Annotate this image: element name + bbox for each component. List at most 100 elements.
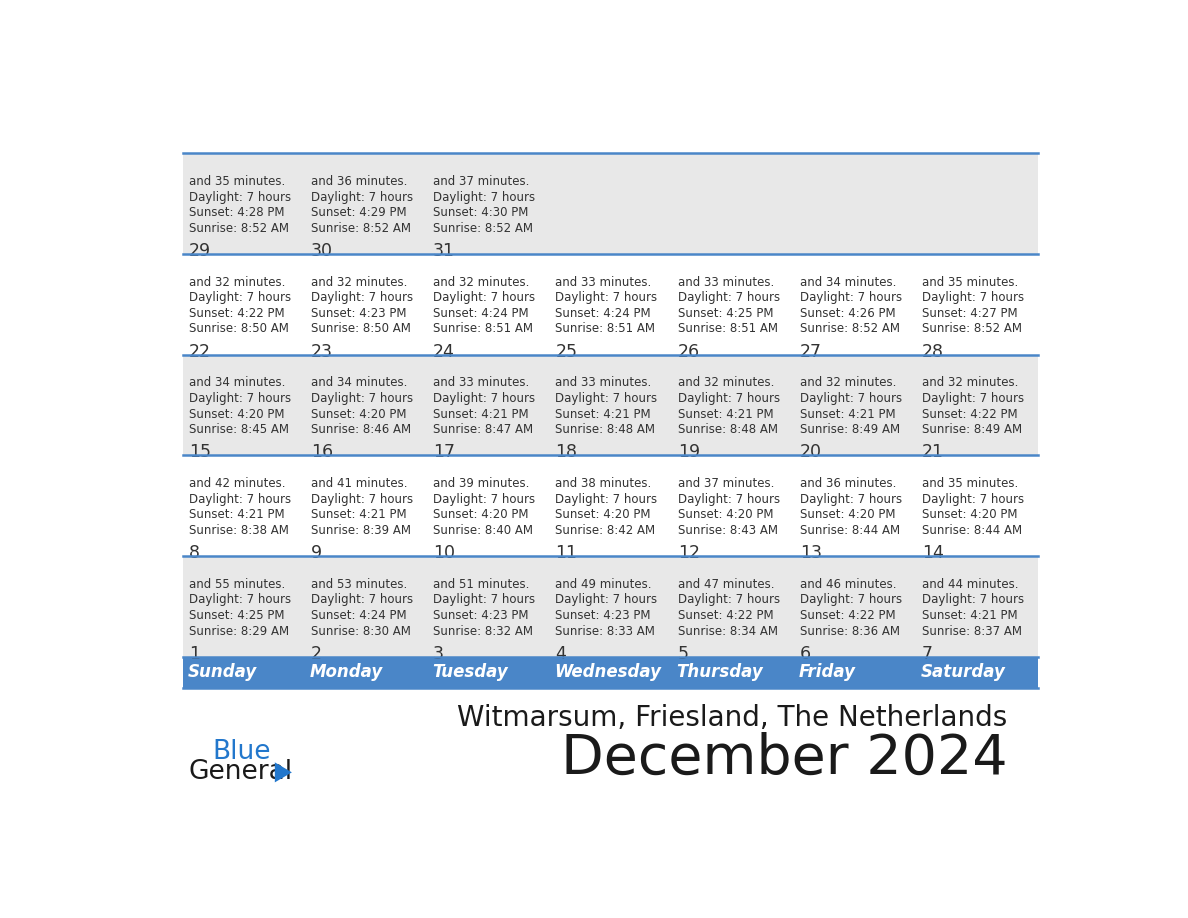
Text: Daylight: 7 hours: Daylight: 7 hours: [677, 593, 779, 607]
Text: and 34 minutes.: and 34 minutes.: [311, 376, 407, 389]
Text: Daylight: 7 hours: Daylight: 7 hours: [556, 493, 657, 506]
Text: Sunrise: 8:37 AM: Sunrise: 8:37 AM: [922, 624, 1022, 638]
Text: 29: 29: [189, 242, 210, 260]
Text: Sunset: 4:29 PM: Sunset: 4:29 PM: [311, 207, 406, 219]
Text: Sunrise: 8:49 AM: Sunrise: 8:49 AM: [922, 423, 1022, 436]
Text: Daylight: 7 hours: Daylight: 7 hours: [311, 191, 413, 204]
Text: Sunrise: 8:48 AM: Sunrise: 8:48 AM: [556, 423, 656, 436]
Text: Sunset: 4:27 PM: Sunset: 4:27 PM: [922, 307, 1018, 319]
Text: Sunset: 4:22 PM: Sunset: 4:22 PM: [922, 408, 1018, 420]
Text: Sunset: 4:21 PM: Sunset: 4:21 PM: [311, 509, 406, 521]
Text: Sunrise: 8:51 AM: Sunrise: 8:51 AM: [677, 322, 778, 335]
Text: 26: 26: [677, 342, 700, 361]
Text: Sunrise: 8:50 AM: Sunrise: 8:50 AM: [311, 322, 411, 335]
Text: and 44 minutes.: and 44 minutes.: [922, 577, 1018, 591]
Text: Monday: Monday: [310, 664, 383, 681]
Text: 12: 12: [677, 544, 700, 562]
Text: Sunset: 4:21 PM: Sunset: 4:21 PM: [434, 408, 529, 420]
Text: Daylight: 7 hours: Daylight: 7 hours: [800, 291, 902, 304]
Text: Sunrise: 8:45 AM: Sunrise: 8:45 AM: [189, 423, 289, 436]
Text: Sunrise: 8:39 AM: Sunrise: 8:39 AM: [311, 524, 411, 537]
Text: 21: 21: [922, 443, 944, 462]
Text: Daylight: 7 hours: Daylight: 7 hours: [800, 493, 902, 506]
Text: Wednesday: Wednesday: [554, 664, 662, 681]
Text: Daylight: 7 hours: Daylight: 7 hours: [434, 191, 536, 204]
Text: Sunrise: 8:38 AM: Sunrise: 8:38 AM: [189, 524, 289, 537]
Text: Sunset: 4:24 PM: Sunset: 4:24 PM: [556, 307, 651, 319]
Text: Sunset: 4:28 PM: Sunset: 4:28 PM: [189, 207, 284, 219]
Text: Sunset: 4:25 PM: Sunset: 4:25 PM: [189, 609, 284, 622]
Text: 9: 9: [311, 544, 322, 562]
Text: Sunrise: 8:42 AM: Sunrise: 8:42 AM: [556, 524, 656, 537]
Bar: [183, 153, 1038, 254]
Text: 30: 30: [311, 242, 333, 260]
Bar: [183, 657, 1038, 688]
Text: Sunset: 4:21 PM: Sunset: 4:21 PM: [677, 408, 773, 420]
Text: Sunset: 4:26 PM: Sunset: 4:26 PM: [800, 307, 896, 319]
Text: Sunset: 4:20 PM: Sunset: 4:20 PM: [922, 509, 1018, 521]
Text: Daylight: 7 hours: Daylight: 7 hours: [434, 493, 536, 506]
Text: December 2024: December 2024: [561, 733, 1007, 787]
Text: Daylight: 7 hours: Daylight: 7 hours: [677, 392, 779, 405]
Text: and 33 minutes.: and 33 minutes.: [556, 275, 652, 288]
Text: 5: 5: [677, 644, 689, 663]
Text: Sunrise: 8:46 AM: Sunrise: 8:46 AM: [311, 423, 411, 436]
Text: and 41 minutes.: and 41 minutes.: [311, 477, 407, 490]
Text: 22: 22: [189, 342, 210, 361]
Text: 6: 6: [800, 644, 811, 663]
Text: Daylight: 7 hours: Daylight: 7 hours: [434, 291, 536, 304]
Text: Sunset: 4:21 PM: Sunset: 4:21 PM: [922, 609, 1018, 622]
Text: Daylight: 7 hours: Daylight: 7 hours: [800, 392, 902, 405]
Text: Sunrise: 8:30 AM: Sunrise: 8:30 AM: [311, 624, 411, 638]
Text: Sunset: 4:20 PM: Sunset: 4:20 PM: [677, 509, 773, 521]
Text: Daylight: 7 hours: Daylight: 7 hours: [189, 191, 291, 204]
Text: Daylight: 7 hours: Daylight: 7 hours: [922, 291, 1024, 304]
Text: Blue: Blue: [211, 739, 271, 766]
Text: and 47 minutes.: and 47 minutes.: [677, 577, 775, 591]
Text: Daylight: 7 hours: Daylight: 7 hours: [189, 291, 291, 304]
Text: 16: 16: [311, 443, 333, 462]
Text: Daylight: 7 hours: Daylight: 7 hours: [922, 493, 1024, 506]
Text: Daylight: 7 hours: Daylight: 7 hours: [800, 593, 902, 607]
Text: Sunrise: 8:29 AM: Sunrise: 8:29 AM: [189, 624, 289, 638]
Text: and 33 minutes.: and 33 minutes.: [434, 376, 530, 389]
Text: 31: 31: [434, 242, 455, 260]
Text: Sunrise: 8:47 AM: Sunrise: 8:47 AM: [434, 423, 533, 436]
Text: Daylight: 7 hours: Daylight: 7 hours: [311, 392, 413, 405]
Text: 3: 3: [434, 644, 444, 663]
Text: Sunrise: 8:48 AM: Sunrise: 8:48 AM: [677, 423, 778, 436]
Text: and 35 minutes.: and 35 minutes.: [922, 477, 1018, 490]
Text: Sunrise: 8:52 AM: Sunrise: 8:52 AM: [800, 322, 899, 335]
Text: 23: 23: [311, 342, 333, 361]
Text: Sunrise: 8:32 AM: Sunrise: 8:32 AM: [434, 624, 533, 638]
Text: General: General: [189, 759, 293, 786]
Text: Sunset: 4:20 PM: Sunset: 4:20 PM: [311, 408, 406, 420]
Text: Daylight: 7 hours: Daylight: 7 hours: [922, 392, 1024, 405]
Text: and 36 minutes.: and 36 minutes.: [800, 477, 896, 490]
Text: and 32 minutes.: and 32 minutes.: [434, 275, 530, 288]
Text: and 37 minutes.: and 37 minutes.: [677, 477, 775, 490]
Text: Daylight: 7 hours: Daylight: 7 hours: [677, 493, 779, 506]
Text: Sunset: 4:24 PM: Sunset: 4:24 PM: [434, 307, 529, 319]
Bar: [183, 455, 1038, 556]
Text: and 55 minutes.: and 55 minutes.: [189, 577, 285, 591]
Text: and 42 minutes.: and 42 minutes.: [189, 477, 285, 490]
Text: and 33 minutes.: and 33 minutes.: [556, 376, 652, 389]
Text: Witmarsum, Friesland, The Netherlands: Witmarsum, Friesland, The Netherlands: [457, 704, 1007, 733]
Text: Sunrise: 8:44 AM: Sunrise: 8:44 AM: [922, 524, 1022, 537]
Text: and 32 minutes.: and 32 minutes.: [922, 376, 1018, 389]
Text: and 32 minutes.: and 32 minutes.: [800, 376, 896, 389]
Text: 2: 2: [311, 644, 322, 663]
Text: Sunrise: 8:50 AM: Sunrise: 8:50 AM: [189, 322, 289, 335]
Text: Sunrise: 8:49 AM: Sunrise: 8:49 AM: [800, 423, 901, 436]
Bar: [183, 354, 1038, 455]
Text: 25: 25: [556, 342, 577, 361]
Text: Sunset: 4:20 PM: Sunset: 4:20 PM: [189, 408, 284, 420]
Text: 27: 27: [800, 342, 822, 361]
Text: and 34 minutes.: and 34 minutes.: [800, 275, 896, 288]
Text: and 35 minutes.: and 35 minutes.: [189, 175, 285, 188]
Text: Daylight: 7 hours: Daylight: 7 hours: [434, 593, 536, 607]
Text: Sunset: 4:24 PM: Sunset: 4:24 PM: [311, 609, 406, 622]
Text: 15: 15: [189, 443, 210, 462]
Text: Daylight: 7 hours: Daylight: 7 hours: [556, 291, 657, 304]
